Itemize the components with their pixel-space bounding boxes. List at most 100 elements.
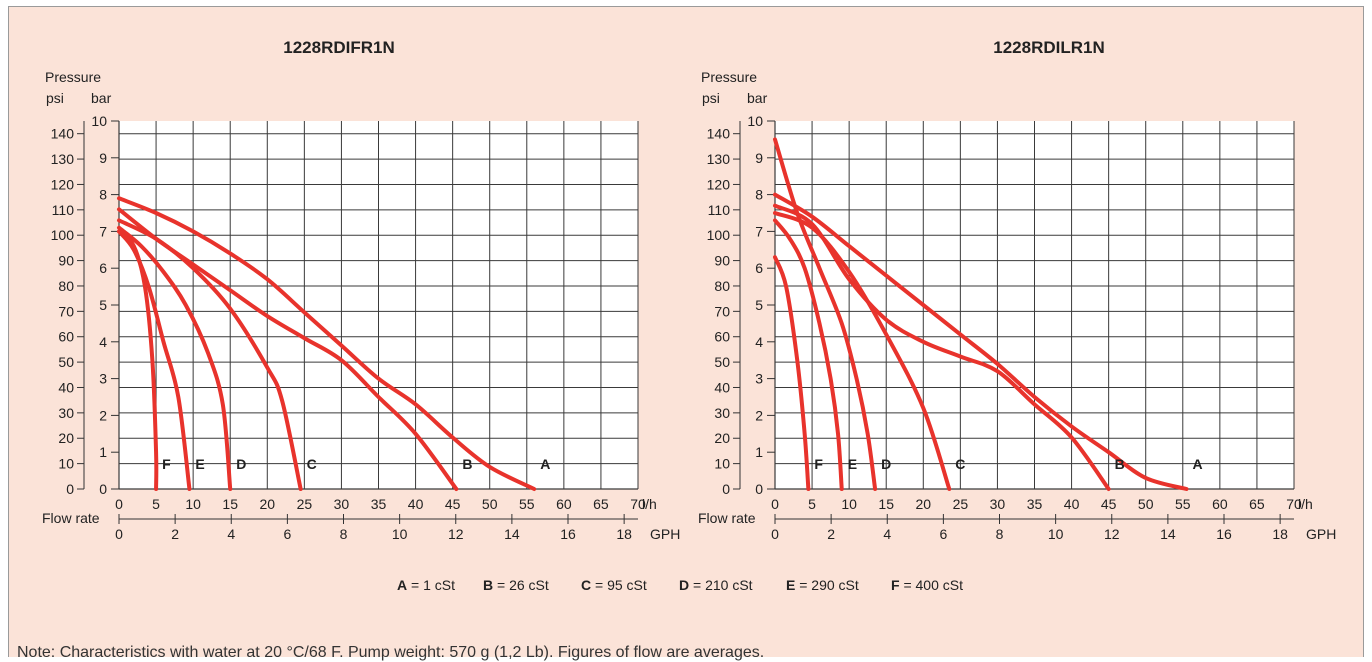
x-tick-lh: 20 <box>259 496 275 512</box>
y-tick-bar: 9 <box>99 150 107 166</box>
x-tick-gph: 8 <box>340 526 348 542</box>
x-tick-gph: 2 <box>827 526 835 542</box>
x-tick-lh: 55 <box>1175 496 1191 512</box>
x-tick-gph: 18 <box>616 526 632 542</box>
x-tick-gph: 8 <box>996 526 1004 542</box>
legend-text: = 1 cSt <box>407 577 455 593</box>
y-tick-psi: 40 <box>58 379 74 395</box>
viscosity-legend: A = 1 cSt B = 26 cSt C = 95 cSt D = 210 cSt… <box>397 577 963 593</box>
y-tick-psi: 0 <box>722 481 730 497</box>
curve-F <box>117 229 159 491</box>
y-tick-bar: 7 <box>99 223 107 239</box>
y-tick-bar: 5 <box>99 297 107 313</box>
legend-item-D: D = 210 cSt <box>679 577 753 593</box>
y-tick-psi: 10 <box>714 456 730 472</box>
y-tick-psi: 10 <box>58 456 74 472</box>
legend-letter: E <box>786 577 795 593</box>
legend-text: = 210 cSt <box>689 577 753 593</box>
x-tick-lh: 45 <box>445 496 461 512</box>
legend-text: = 290 cSt <box>795 577 859 593</box>
x-tick-gph: 10 <box>392 526 408 542</box>
y-tick-psi: 50 <box>58 354 74 370</box>
x-tick-gph: 10 <box>1048 526 1064 542</box>
x-tick-gph: 4 <box>227 526 235 542</box>
y-tick-psi: 120 <box>707 176 731 192</box>
x-tick-lh: 60 <box>556 496 572 512</box>
x-unit-gph: GPH <box>1306 526 1336 542</box>
y-tick-psi: 140 <box>51 126 75 142</box>
y-tick-bar: 7 <box>755 223 763 239</box>
y-tick-bar: 4 <box>99 334 107 350</box>
y-tick-psi: 40 <box>714 379 730 395</box>
y-tick-bar: 10 <box>747 113 763 129</box>
curve-E <box>773 218 844 491</box>
x-tick-gph: 12 <box>448 526 464 542</box>
x-tick-gph: 18 <box>1272 526 1288 542</box>
x-tick-gph: 16 <box>560 526 576 542</box>
legend-text: = 95 cSt <box>591 577 647 593</box>
x-tick-lh: 50 <box>482 496 498 512</box>
x-tick-gph: 16 <box>1216 526 1232 542</box>
x-tick-lh: 70 <box>1286 496 1302 512</box>
y-tick-psi: 20 <box>58 430 74 446</box>
y-tick-psi: 70 <box>714 303 730 319</box>
x-tick-gph: 0 <box>115 526 123 542</box>
x-tick-gph: 6 <box>939 526 947 542</box>
y-tick-psi: 60 <box>714 329 730 345</box>
curve-label-D: D <box>881 456 891 472</box>
y-tick-bar: 6 <box>755 260 763 276</box>
x-tick-lh: 30 <box>990 496 1006 512</box>
y-unit-bar: bar <box>747 90 768 106</box>
y-tick-psi: 30 <box>714 405 730 421</box>
y-tick-psi: 130 <box>707 151 731 167</box>
x-tick-lh: 65 <box>593 496 609 512</box>
y-tick-psi: 100 <box>707 227 731 243</box>
legend-letter: B <box>483 577 493 593</box>
x-tick-gph: 14 <box>504 526 520 542</box>
y-tick-psi: 100 <box>51 227 75 243</box>
curve-D <box>117 225 233 491</box>
y-tick-bar: 0 <box>755 481 763 497</box>
legend-text: = 400 cSt <box>900 577 964 593</box>
y-tick-psi: 80 <box>58 278 74 294</box>
x-tick-gph: 2 <box>171 526 179 542</box>
legend-letter: D <box>679 577 689 593</box>
legend-item-B: B = 26 cSt <box>483 577 549 593</box>
x-tick-lh: 10 <box>841 496 857 512</box>
y-tick-psi: 110 <box>708 202 731 218</box>
x-tick-gph: 6 <box>283 526 291 542</box>
x-tick-lh: 0 <box>115 496 123 512</box>
x-tick-lh: 10 <box>185 496 201 512</box>
curve-C <box>117 218 303 491</box>
curve-label-F: F <box>814 456 823 472</box>
curve-label-E: E <box>195 456 204 472</box>
y-tick-psi: 50 <box>714 354 730 370</box>
legend-item-A: A = 1 cSt <box>397 577 455 593</box>
y-tick-psi: 60 <box>58 329 74 345</box>
y-tick-bar: 2 <box>99 407 107 423</box>
curve-A <box>117 196 537 491</box>
legend-text: = 26 cSt <box>493 577 549 593</box>
y-tick-psi: 110 <box>52 202 75 218</box>
x-tick-lh: 15 <box>222 496 238 512</box>
y-tick-bar: 1 <box>755 444 763 460</box>
y-tick-psi: 20 <box>714 430 730 446</box>
legend-letter: C <box>581 577 591 593</box>
x-tick-lh: 5 <box>808 496 816 512</box>
footnote: Note: Characteristics with water at 20 °… <box>17 644 765 661</box>
y-tick-bar: 1 <box>99 444 107 460</box>
y-tick-bar: 5 <box>755 297 763 313</box>
y-tick-psi: 130 <box>51 151 75 167</box>
x-tick-lh: 65 <box>1249 496 1265 512</box>
x-tick-gph: 0 <box>771 526 779 542</box>
curve-label-B: B <box>1115 456 1125 472</box>
y-tick-psi: 140 <box>707 126 731 142</box>
y-tick-bar: 9 <box>755 150 763 166</box>
x-tick-lh: 70 <box>630 496 646 512</box>
x-tick-lh: 60 <box>1212 496 1228 512</box>
y-unit-bar: bar <box>91 90 112 106</box>
x-axis-label: Flow rate <box>698 510 756 526</box>
